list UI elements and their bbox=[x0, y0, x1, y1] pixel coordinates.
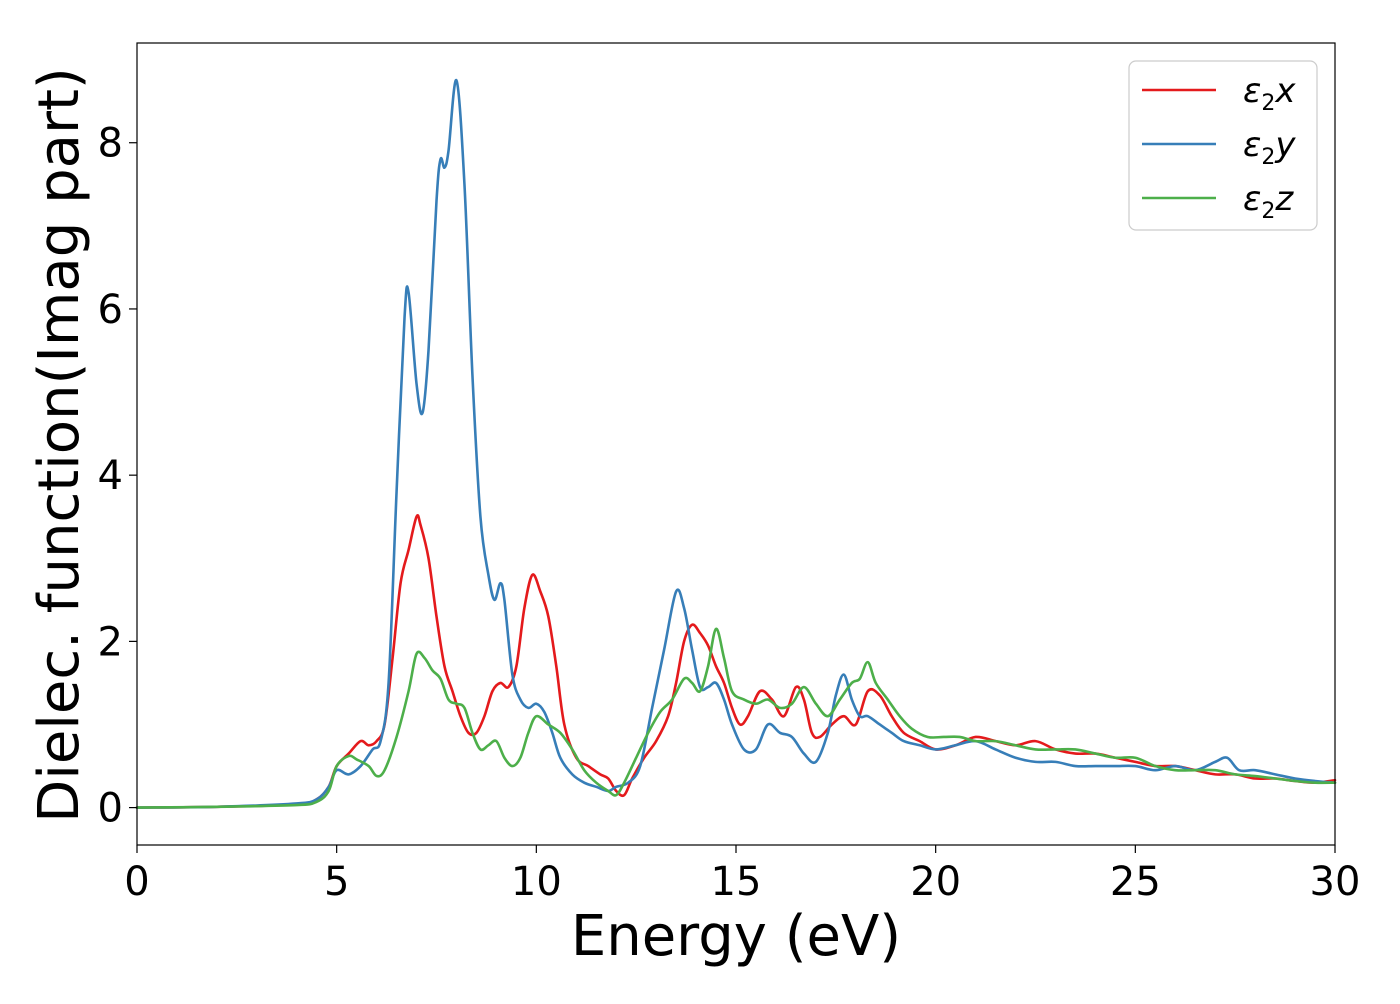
x-axis-label: Energy (eV) bbox=[571, 904, 901, 969]
x-tick-label: 5 bbox=[324, 859, 349, 905]
legend-label-base: ε bbox=[1243, 179, 1261, 219]
legend-label-tail: z bbox=[1274, 179, 1294, 219]
x-tick-label: 15 bbox=[711, 859, 762, 905]
legend-label-z: ε2z bbox=[1243, 179, 1294, 224]
series-line-x bbox=[135, 513, 1337, 809]
legend-label-sub: 2 bbox=[1261, 145, 1275, 170]
series-line-z bbox=[135, 627, 1337, 809]
legend-label-sub: 2 bbox=[1261, 199, 1275, 224]
x-tick-label: 10 bbox=[511, 859, 562, 905]
x-tick-label: 0 bbox=[124, 859, 149, 905]
legend-label-tail: y bbox=[1274, 125, 1296, 165]
legend-box bbox=[1128, 60, 1318, 231]
legend-label-base: ε bbox=[1243, 125, 1261, 165]
y-tick-label: 0 bbox=[98, 786, 123, 832]
y-tick-label: 8 bbox=[98, 121, 123, 167]
x-tick-label: 20 bbox=[910, 859, 961, 905]
y-tick-label: 4 bbox=[98, 453, 123, 499]
y-ticks: 0 2 4 6 8 bbox=[98, 121, 137, 832]
x-tick-label: 30 bbox=[1310, 859, 1361, 905]
y-tick-label: 2 bbox=[98, 619, 123, 665]
series-layer bbox=[135, 79, 1337, 809]
legend-label-y: ε2y bbox=[1243, 125, 1296, 170]
series-line-y bbox=[135, 79, 1337, 809]
x-tick-label: 25 bbox=[1110, 859, 1161, 905]
legend-label-base: ε bbox=[1243, 71, 1261, 111]
x-ticks: 0 5 10 15 20 25 30 bbox=[124, 845, 1360, 905]
legend-label-tail: x bbox=[1274, 71, 1296, 111]
legend-label-x: ε2x bbox=[1243, 71, 1296, 116]
y-axis-label: Dielec. function(Imag part) bbox=[27, 67, 92, 823]
y-tick-label: 6 bbox=[98, 287, 123, 333]
legend-label-sub: 2 bbox=[1261, 91, 1275, 116]
